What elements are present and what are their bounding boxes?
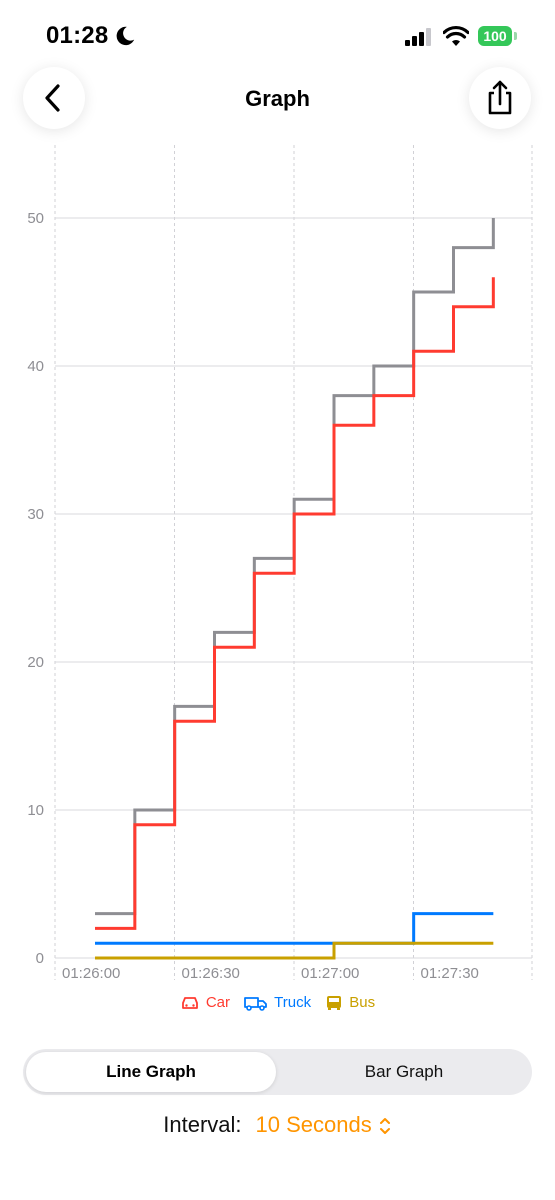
x-tick-label: 01:27:30	[421, 965, 479, 982]
bus-icon	[327, 995, 342, 1010]
interval-row: Interval: 10 Seconds	[0, 1112, 555, 1138]
car-icon	[181, 996, 198, 1009]
wifi-icon	[443, 25, 469, 46]
status-bar: 01:28 100	[0, 0, 555, 72]
legend-item-truck: Truck	[244, 994, 311, 1011]
interval-value: 10 Seconds	[255, 1112, 372, 1137]
series-line-truck	[95, 912, 494, 945]
legend-label-truck: Truck	[274, 994, 312, 1011]
legend-label-bus: Bus	[349, 994, 376, 1011]
y-tick-label: 10	[27, 802, 44, 819]
legend-item-bus: Bus	[325, 994, 375, 1011]
page-title: Graph	[245, 86, 310, 111]
moon-icon	[116, 26, 135, 46]
status-time: 01:28	[46, 22, 109, 49]
y-tick-label: 50	[27, 210, 44, 227]
graph-type-segmented-control[interactable]: Line Graph Bar Graph	[23, 1049, 532, 1095]
battery-tip	[514, 32, 517, 40]
share-button[interactable]	[469, 67, 531, 129]
chevron-up-down-icon	[379, 1118, 390, 1135]
series-line-car	[95, 277, 495, 930]
x-tick-label: 01:27:00	[301, 965, 359, 982]
x-tick-label: 01:26:00	[62, 965, 120, 982]
y-tick-label: 30	[27, 506, 44, 523]
legend-label-car: Car	[205, 994, 230, 1011]
line-chart: 0 10 20 30 40 50 01:26:00 01:26:30 01:27:00 01:27…	[27, 145, 533, 982]
x-tick-label: 01:26:30	[182, 965, 240, 982]
interval-picker[interactable]: 10 Seconds	[256, 1112, 392, 1137]
back-button[interactable]	[23, 67, 85, 129]
y-tick-label: 20	[27, 654, 44, 671]
series-line-bus	[95, 941, 494, 960]
chart-legend: Car Truck Bus	[0, 994, 555, 1018]
battery-indicator: 100	[478, 26, 518, 48]
cellular-signal-icon	[405, 28, 431, 46]
truck-icon	[244, 996, 268, 1011]
legend-item-car: Car	[180, 994, 230, 1011]
bar-graph-segment[interactable]: Bar Graph	[364, 1062, 444, 1081]
interval-label: Interval:	[163, 1112, 242, 1137]
y-tick-label: 0	[36, 950, 44, 967]
chevron-left-icon	[45, 84, 60, 112]
y-tick-label: 40	[27, 358, 44, 375]
battery-level: 100	[478, 26, 512, 46]
line-graph-segment[interactable]: Line Graph	[26, 1052, 276, 1092]
share-icon	[488, 80, 512, 115]
